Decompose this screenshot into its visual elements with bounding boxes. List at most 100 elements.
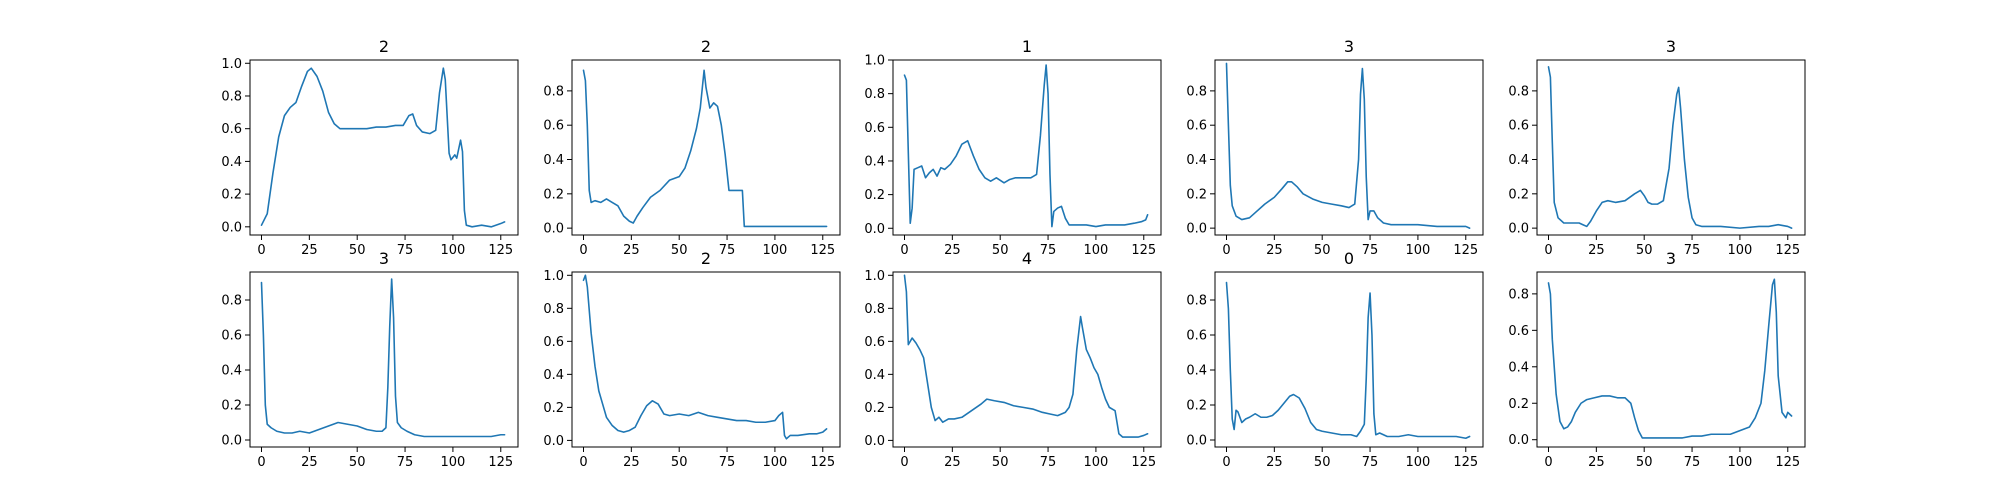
y-tick-label: 0.4 (221, 364, 242, 379)
subplot-4: 3 0 25 50 75 100 125 0.0 0.2 0.4 0.6 0.8 (1186, 37, 1484, 258)
panel-title: 3 (1666, 249, 1676, 268)
y-tick-label: 0.4 (221, 155, 242, 170)
y-tick-label: 0.0 (864, 222, 885, 237)
series-line (260, 67, 506, 228)
x-tick-label: 75 (1040, 455, 1057, 470)
y-tick-label: 1.0 (543, 269, 564, 284)
x-tick-label: 125 (1775, 455, 1800, 470)
subplot-9: 0 0 25 50 75 100 125 0.0 0.2 0.4 0.6 0.8 (1186, 249, 1484, 470)
x-tick-label: 0 (257, 455, 265, 470)
series-line (260, 278, 506, 438)
y-tick-label: 0.4 (543, 368, 564, 383)
x-tick-label: 125 (810, 455, 835, 470)
series-line (582, 69, 828, 228)
y-tick-label: 0.0 (1186, 434, 1207, 449)
y-tick-label: 0.0 (864, 434, 885, 449)
x-tick-label: 125 (1131, 455, 1156, 470)
x-tick-label: 25 (301, 455, 318, 470)
x-tick-label: 50 (671, 455, 688, 470)
panel-title: 3 (1344, 37, 1354, 56)
subplot-8: 4 0 25 50 75 100 125 0.0 0.2 0.4 0.6 0.8 1.0 (864, 249, 1162, 470)
x-tick-label: 100 (441, 455, 466, 470)
y-tick-label: 0.6 (543, 119, 564, 134)
x-tick-label: 125 (810, 243, 835, 258)
x-tick-label: 125 (488, 243, 513, 258)
x-tick-label: 100 (1406, 243, 1431, 258)
series-line (1547, 278, 1793, 439)
x-tick-label: 25 (1266, 243, 1283, 258)
y-tick-label: 0.4 (864, 368, 885, 383)
y-tick-label: 0.4 (864, 154, 885, 169)
y-tick-label: 0.2 (221, 188, 242, 203)
x-tick-label: 100 (1084, 243, 1109, 258)
x-tick-label: 50 (1314, 455, 1331, 470)
y-tick-label: 0.8 (221, 89, 242, 104)
y-tick-label: 0.2 (221, 399, 242, 414)
panel-title: 2 (379, 37, 389, 56)
y-tick-label: 0.6 (1186, 329, 1207, 344)
x-tick-label: 75 (1684, 243, 1701, 258)
x-tick-label: 75 (397, 243, 414, 258)
axes-frame (1214, 59, 1484, 236)
x-tick-label: 25 (301, 243, 318, 258)
axes-frame (571, 59, 841, 236)
y-tick-label: 0.8 (1186, 294, 1207, 309)
x-tick-label: 50 (349, 455, 366, 470)
x-tick-label: 75 (397, 455, 414, 470)
panel-title: 4 (1022, 249, 1032, 268)
subplot-1: 2 0 25 50 75 100 125 0.0 0.2 0.4 0.6 0.8 1.0 (221, 37, 519, 258)
y-tick-label: 0.2 (1186, 187, 1207, 202)
x-tick-label: 125 (1453, 243, 1478, 258)
x-tick-label: 100 (441, 243, 466, 258)
x-tick-label: 125 (1131, 243, 1156, 258)
series-line (903, 274, 1149, 438)
x-tick-label: 100 (763, 243, 788, 258)
y-tick-label: 0.0 (1508, 433, 1529, 448)
x-tick-label: 75 (1362, 455, 1379, 470)
axes-frame (892, 271, 1162, 448)
x-tick-label: 25 (944, 243, 961, 258)
x-tick-label: 75 (719, 243, 736, 258)
x-tick-label: 125 (488, 455, 513, 470)
x-tick-label: 0 (1222, 455, 1230, 470)
x-tick-label: 125 (1453, 455, 1478, 470)
axes-frame (892, 59, 1162, 236)
x-tick-label: 0 (1222, 243, 1230, 258)
y-tick-label: 0.8 (1508, 287, 1529, 302)
x-tick-label: 0 (900, 455, 908, 470)
y-tick-label: 0.4 (1508, 153, 1529, 168)
x-tick-label: 50 (992, 455, 1009, 470)
panel-title: 1 (1022, 37, 1032, 56)
y-tick-label: 0.2 (864, 401, 885, 416)
x-tick-label: 25 (1588, 455, 1605, 470)
panel-title: 3 (379, 249, 389, 268)
x-tick-label: 50 (349, 243, 366, 258)
x-tick-label: 75 (1684, 455, 1701, 470)
y-tick-label: 0.4 (1186, 364, 1207, 379)
x-tick-label: 25 (623, 455, 640, 470)
x-tick-label: 25 (944, 455, 961, 470)
x-tick-label: 25 (623, 243, 640, 258)
y-tick-label: 0.2 (543, 187, 564, 202)
y-tick-label: 0.0 (1186, 222, 1207, 237)
x-tick-label: 50 (1636, 455, 1653, 470)
y-tick-label: 0.8 (543, 84, 564, 99)
series-line (903, 64, 1149, 228)
x-tick-label: 75 (1362, 243, 1379, 258)
y-tick-label: 0.8 (543, 302, 564, 317)
x-tick-label: 100 (763, 455, 788, 470)
y-tick-label: 0.6 (221, 329, 242, 344)
x-tick-label: 0 (579, 455, 587, 470)
y-tick-label: 0.0 (221, 220, 242, 235)
x-tick-label: 75 (1040, 243, 1057, 258)
y-tick-label: 0.2 (1186, 399, 1207, 414)
y-tick-label: 1.0 (864, 269, 885, 284)
y-tick-label: 1.0 (221, 57, 242, 72)
y-tick-label: 0.2 (864, 188, 885, 203)
series-line (1225, 62, 1471, 229)
subplot-6: 3 0 25 50 75 100 125 0.0 0.2 0.4 0.6 0.8 (221, 249, 519, 470)
x-tick-label: 100 (1406, 455, 1431, 470)
x-tick-label: 0 (900, 243, 908, 258)
x-tick-label: 75 (719, 455, 736, 470)
